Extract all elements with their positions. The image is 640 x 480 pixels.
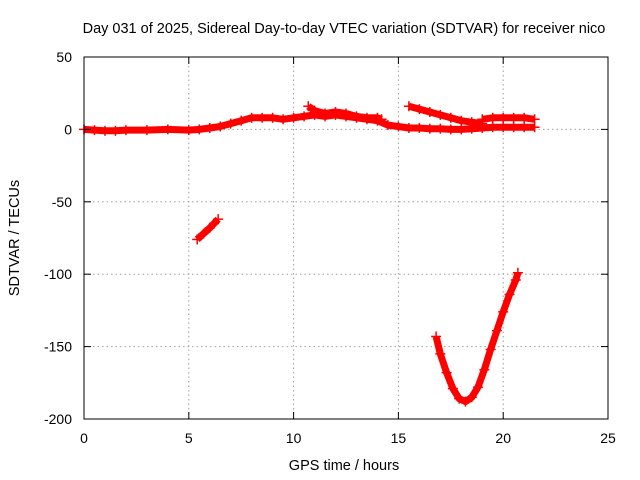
data-point bbox=[512, 267, 523, 278]
data-point bbox=[99, 125, 110, 136]
data-point bbox=[519, 112, 530, 123]
data-point bbox=[454, 393, 465, 404]
data-point bbox=[504, 289, 515, 300]
data-point bbox=[303, 101, 314, 112]
data-point bbox=[299, 111, 310, 122]
data-point bbox=[485, 344, 496, 355]
data-point bbox=[225, 118, 236, 129]
data-point bbox=[204, 122, 215, 133]
data-point bbox=[435, 109, 446, 120]
x-tick-label: 25 bbox=[600, 430, 616, 446]
y-tick-label: -50 bbox=[52, 194, 72, 210]
data-point bbox=[424, 123, 435, 134]
data-point bbox=[382, 120, 393, 131]
y-axis-label: SDTVAR / TECUs bbox=[7, 180, 23, 296]
data-point bbox=[393, 121, 404, 132]
data-point bbox=[498, 122, 509, 133]
data-point bbox=[466, 117, 477, 128]
data-point bbox=[466, 392, 477, 403]
plot-frame bbox=[83, 56, 609, 420]
data-point bbox=[257, 112, 268, 123]
chart-title: Day 031 of 2025, Sidereal Day-to-day VTE… bbox=[83, 21, 606, 37]
data-point bbox=[198, 228, 209, 239]
data-point bbox=[192, 234, 203, 245]
data-point bbox=[447, 383, 458, 394]
data-point bbox=[120, 125, 131, 136]
data-point bbox=[510, 274, 521, 285]
y-tick-label: -150 bbox=[44, 339, 72, 355]
data-series bbox=[79, 101, 540, 407]
series-short-segment bbox=[194, 216, 221, 242]
x-tick-label: 10 bbox=[286, 430, 302, 446]
data-point bbox=[288, 112, 299, 123]
data-point bbox=[89, 125, 100, 136]
data-point bbox=[320, 108, 331, 119]
data-point bbox=[487, 112, 498, 123]
data-point bbox=[194, 124, 205, 135]
data-point bbox=[456, 124, 467, 135]
data-point bbox=[445, 124, 456, 135]
data-point bbox=[473, 382, 484, 393]
data-point bbox=[508, 122, 519, 133]
axis-ticks: 0 5 10 15 20 25 -200 -150 -100 -50 0 50 bbox=[44, 49, 616, 446]
data-point bbox=[456, 115, 467, 126]
data-point bbox=[183, 125, 194, 136]
data-point bbox=[213, 214, 224, 225]
data-point bbox=[487, 122, 498, 133]
data-point bbox=[477, 114, 488, 125]
data-point bbox=[208, 218, 219, 229]
data-point bbox=[519, 122, 530, 133]
x-tick-label: 5 bbox=[185, 430, 193, 446]
data-point bbox=[309, 105, 320, 116]
data-point bbox=[215, 121, 226, 132]
data-point bbox=[441, 367, 452, 378]
data-point bbox=[479, 364, 490, 375]
data-point bbox=[403, 101, 414, 112]
data-point bbox=[508, 112, 519, 123]
data-point bbox=[460, 396, 471, 407]
x-tick-label: 0 bbox=[80, 430, 88, 446]
x-axis-label: GPS time / hours bbox=[289, 458, 399, 474]
data-point bbox=[204, 222, 215, 233]
y-tick-label: -200 bbox=[44, 411, 72, 427]
data-point bbox=[372, 112, 383, 123]
data-point bbox=[445, 112, 456, 123]
data-point bbox=[267, 112, 278, 123]
y-tick-label: -100 bbox=[44, 266, 72, 282]
data-point bbox=[414, 104, 425, 115]
y-tick-label: 0 bbox=[64, 121, 72, 137]
data-point bbox=[376, 114, 387, 125]
data-point bbox=[361, 112, 372, 123]
data-point bbox=[278, 114, 289, 125]
data-point bbox=[414, 122, 425, 133]
series-deep-dip bbox=[432, 271, 522, 406]
x-tick-label: 15 bbox=[391, 430, 407, 446]
data-point bbox=[341, 108, 351, 119]
data-point bbox=[236, 115, 247, 126]
data-point bbox=[424, 107, 435, 118]
data-point bbox=[431, 331, 442, 342]
data-point bbox=[435, 123, 446, 134]
data-point bbox=[330, 107, 341, 118]
x-tick-label: 20 bbox=[495, 430, 511, 446]
data-point bbox=[529, 114, 540, 125]
data-point bbox=[162, 124, 173, 135]
y-tick-label: 50 bbox=[56, 49, 72, 65]
data-point bbox=[351, 111, 362, 122]
data-point bbox=[141, 125, 152, 136]
data-point bbox=[110, 125, 121, 136]
data-point bbox=[403, 122, 414, 133]
data-point bbox=[498, 112, 509, 123]
data-point bbox=[246, 112, 257, 123]
data-point bbox=[491, 325, 502, 336]
data-point bbox=[498, 306, 509, 317]
data-point bbox=[435, 348, 446, 359]
